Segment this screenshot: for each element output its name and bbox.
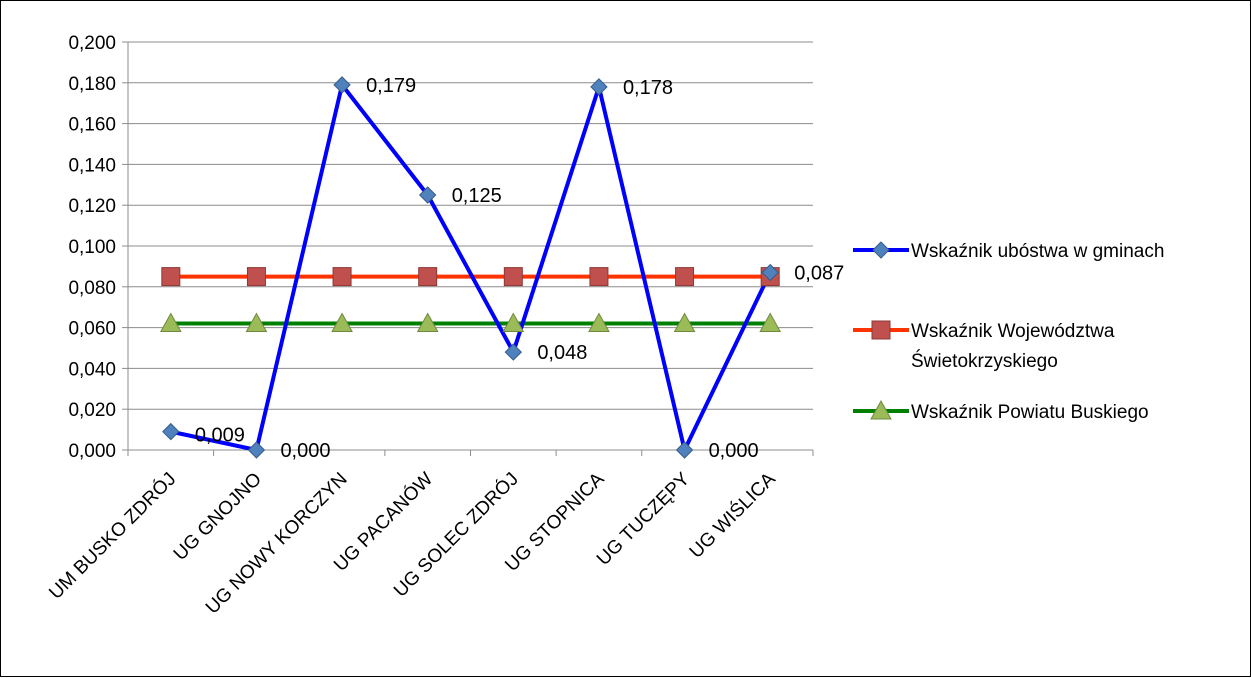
triangle-marker [588, 312, 610, 333]
x-tick-label: UM BUSKO ZDRÓJ [45, 468, 181, 604]
square-marker [246, 267, 266, 287]
y-tick-label: 0,020 [68, 400, 116, 421]
y-tick-label: 0,180 [68, 74, 116, 95]
legend-item: Wskaźnik Powiatu Buskiego [853, 399, 1149, 423]
square-marker [871, 320, 891, 340]
series-lines [170, 82, 772, 452]
y-tick-label: 0,040 [68, 359, 116, 380]
x-tick-label: UG WIŚLICA [685, 468, 780, 563]
triangle-marker [245, 312, 268, 333]
diamond-marker [675, 441, 694, 459]
data-label: 0,178 [623, 77, 673, 99]
triangle-marker [870, 399, 892, 420]
y-tick-label: 0,120 [68, 196, 116, 217]
x-tick-label: UG GNOJNO [170, 469, 266, 565]
legend-label: Świetokrzyskiego [911, 350, 1058, 372]
data-label: 0,087 [794, 263, 844, 285]
triangle-marker [159, 312, 182, 333]
triangle-marker [416, 312, 439, 333]
data-label: 0,000 [280, 440, 330, 462]
series-line [170, 82, 772, 452]
y-tick-label: 0,080 [68, 278, 116, 299]
legend-item: Wskaźnik ubóstwa w gminach [853, 241, 1164, 262]
square-marker [418, 267, 438, 287]
triangle-marker [502, 312, 525, 333]
data-labels: 0,009 0,000 0,179 0,125 0,048 0,178 0,000 0,087 [195, 75, 844, 462]
series-markers [159, 76, 782, 459]
x-tick-label: UG NOWY KORCZYN [202, 469, 352, 619]
diamond-marker [333, 76, 351, 94]
square-marker [503, 267, 523, 287]
data-label: 0,000 [709, 440, 759, 462]
triangle-marker [673, 312, 696, 333]
diamond-marker [761, 263, 779, 282]
legend-label: Wskaźnik ubóstwa w gminach [911, 241, 1164, 262]
y-tick-label: 0,140 [68, 155, 116, 176]
triangle-marker [331, 312, 353, 333]
diamond-marker [504, 343, 523, 361]
triangle-marker [759, 312, 782, 333]
gridlines [128, 41, 813, 410]
legend-item: Wskaźnik Województwa Świetokrzyskiego [853, 320, 1115, 372]
diamond-marker [162, 422, 180, 441]
square-marker [675, 267, 695, 287]
square-marker [332, 267, 352, 287]
y-tick-label: 0,100 [68, 237, 116, 258]
data-label: 0,009 [195, 425, 245, 447]
diamond-marker [247, 441, 266, 459]
y-tick-label: 0,160 [68, 115, 116, 136]
diamond-marker [872, 241, 890, 259]
diamond-marker [590, 78, 608, 96]
axes [122, 41, 814, 456]
data-label: 0,179 [366, 75, 416, 97]
legend-label: Wskaźnik Województwa [911, 321, 1115, 342]
data-label: 0,125 [452, 185, 502, 207]
legend: Wskaźnik ubóstwa w gminach Wskaźnik Wojew… [853, 241, 1164, 423]
square-marker [589, 267, 609, 287]
y-tick-label: 0,060 [68, 319, 116, 340]
diamond-marker [418, 186, 437, 204]
y-tick-label: 0,000 [68, 441, 116, 462]
square-marker [161, 267, 181, 287]
y-tick-labels: 0,000 0,020 0,040 0,060 0,080 0,100 0,120 0,140… [68, 33, 116, 462]
y-tick-label: 0,200 [68, 33, 116, 54]
data-label: 0,048 [537, 342, 587, 364]
legend-label: Wskaźnik Powiatu Buskiego [911, 402, 1149, 423]
